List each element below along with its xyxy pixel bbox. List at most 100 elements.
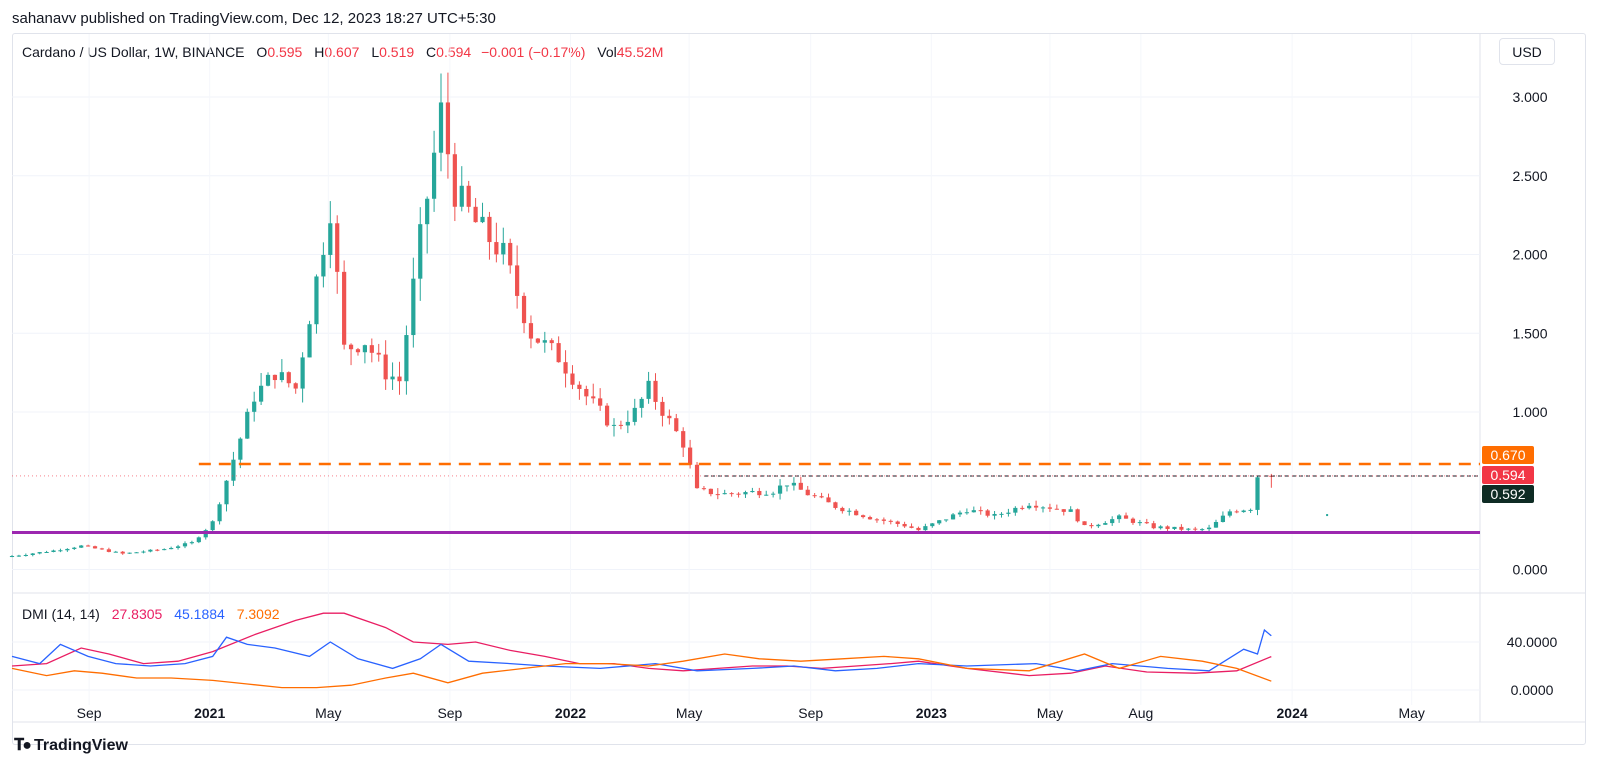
candle-body	[923, 526, 928, 531]
time-tick-label: Sep	[77, 705, 102, 721]
candle-body	[1047, 507, 1053, 509]
candle-body	[563, 362, 568, 374]
candle-body	[881, 519, 886, 521]
candle-body	[1151, 523, 1156, 529]
close-label: C	[426, 44, 437, 60]
candle-body	[1193, 528, 1198, 530]
candle-body	[674, 418, 679, 432]
candle-body	[30, 553, 35, 555]
candle-body	[1172, 526, 1177, 529]
candle-body	[1033, 505, 1039, 508]
candle-body	[238, 438, 243, 460]
candle-body	[390, 376, 395, 380]
candle-body	[895, 521, 900, 524]
candle-body	[411, 278, 416, 336]
candle-body	[999, 513, 1004, 515]
dmi-label[interactable]: DMI (14, 14)	[22, 606, 100, 622]
candle-body	[9, 556, 15, 558]
candle-body	[598, 398, 603, 406]
dmi-legend: DMI (14, 14) 27.8305 45.1884 7.3092	[22, 606, 280, 622]
price-tick-label: 1.500	[1512, 325, 1547, 341]
candle-body	[1020, 507, 1025, 509]
price-axis-badge	[1482, 466, 1534, 484]
candle-body	[1013, 507, 1018, 513]
candle-body	[79, 545, 84, 548]
candle-body	[1103, 523, 1108, 525]
candle-body	[549, 340, 554, 344]
candle-body	[501, 242, 506, 255]
candle-body	[459, 185, 464, 207]
candle-body	[1137, 522, 1142, 524]
candle-body	[840, 507, 845, 512]
candle-body	[314, 276, 319, 325]
time-tick-label: Sep	[798, 705, 823, 721]
dmi-adx-value: 27.8305	[111, 606, 163, 622]
candle-body	[570, 373, 575, 385]
tradingview-brand: TradingView	[33, 737, 128, 754]
candle-body	[715, 494, 720, 496]
candle-body	[169, 547, 174, 550]
candle-body	[764, 494, 769, 496]
candle-body	[425, 198, 430, 225]
candle-body	[736, 493, 741, 495]
candle-body	[1089, 525, 1094, 527]
candle-body	[625, 421, 630, 426]
candle-body	[1158, 526, 1163, 529]
symbol-title[interactable]: Cardano / US Dollar, 1W, BINANCE	[22, 44, 245, 60]
candle-body	[646, 380, 651, 399]
candle-body	[16, 555, 22, 557]
candle-body	[847, 510, 852, 512]
candle-body	[286, 372, 291, 384]
candle-body	[1179, 526, 1184, 530]
tradingview-logo[interactable]: 𝐓● TradingView	[14, 737, 128, 755]
candle-body	[182, 543, 188, 547]
candle-body	[418, 224, 423, 279]
time-tick-label: May	[676, 705, 702, 721]
candle-body	[1248, 509, 1253, 511]
projection-dot	[1326, 514, 1329, 517]
candle-body	[272, 374, 278, 381]
volume-label: Vol	[597, 44, 617, 60]
candle-body	[245, 411, 250, 439]
candle-body	[487, 216, 492, 243]
candle-body	[44, 552, 49, 554]
candle-body	[708, 488, 713, 495]
candle-body	[293, 383, 298, 389]
candle-body	[771, 493, 776, 495]
candle-body	[722, 493, 727, 495]
candle-body	[854, 510, 859, 516]
open-value: 0.595	[267, 44, 303, 60]
candle-body	[1075, 509, 1080, 522]
candle-body	[134, 552, 139, 554]
candle-body	[189, 542, 195, 544]
candle-body	[791, 482, 797, 486]
candle-body	[99, 548, 105, 550]
candle-body	[985, 510, 990, 516]
candle-body	[196, 537, 201, 543]
price-tick-label: 2.000	[1512, 247, 1547, 263]
candle-body	[535, 338, 540, 343]
candle-body	[473, 206, 478, 223]
dmi-series-line	[11, 653, 1272, 689]
candle-body	[348, 344, 354, 350]
candle-body	[992, 513, 997, 516]
candle-body	[328, 223, 333, 255]
candle-body	[1186, 528, 1191, 530]
candle-body	[1006, 512, 1011, 514]
candle-body	[937, 520, 942, 524]
price-tick-label: 0.000	[1512, 562, 1547, 578]
low-label: L	[371, 44, 380, 60]
candle-body	[1027, 505, 1032, 509]
time-tick-label: May	[1398, 705, 1424, 721]
candle-body	[542, 340, 547, 343]
candle-body	[1206, 527, 1212, 530]
candle-body	[155, 549, 160, 551]
candle-body	[729, 493, 734, 495]
candle-body	[321, 254, 326, 277]
candle-body	[874, 519, 880, 521]
candle-body	[909, 526, 914, 528]
publisher-line: sahanavv published on TradingView.com, D…	[12, 10, 496, 27]
candle-body	[231, 459, 236, 481]
currency-button[interactable]: USD	[1499, 38, 1555, 65]
